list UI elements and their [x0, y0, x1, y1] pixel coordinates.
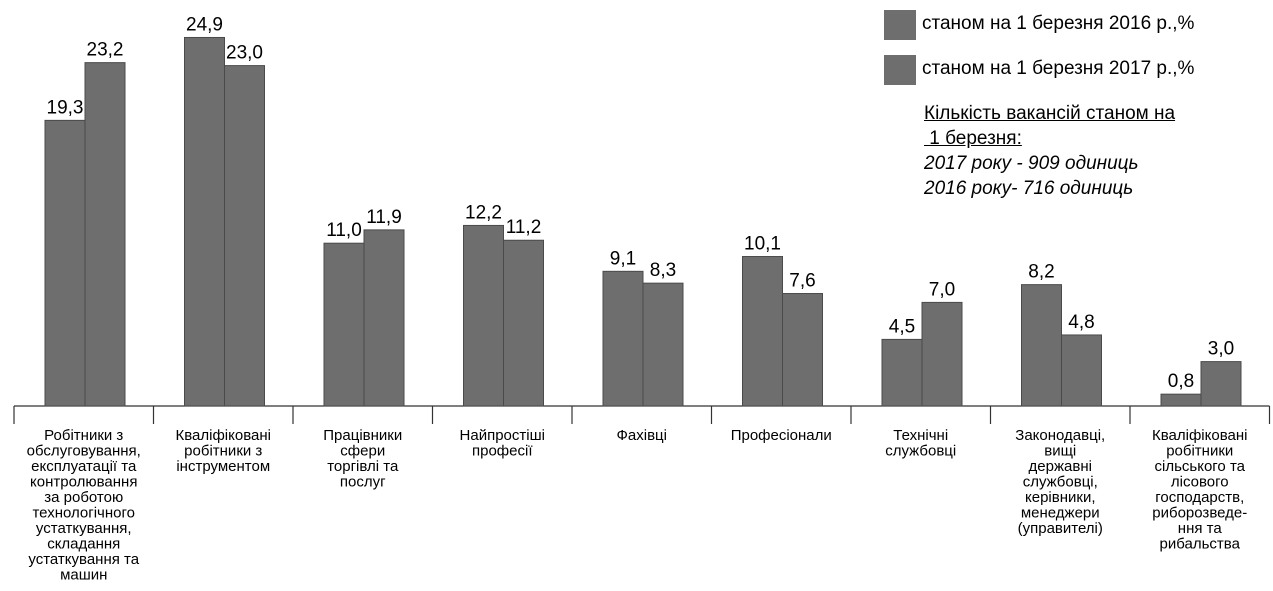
category-label: Кваліфіковані робітники з інструментом	[176, 427, 271, 475]
data-label-2016: 4,5	[889, 316, 915, 337]
vacancies-note-2017: 2017 року - 909 одиниць	[924, 153, 1139, 174]
vacancies-note-title-1: Кількість вакансій станом на	[924, 103, 1176, 124]
bar-2016	[1160, 393, 1202, 407]
bar-2016	[323, 242, 365, 407]
category-label: Технічні службовці	[885, 427, 956, 460]
bar-2016	[602, 270, 644, 407]
data-label-2017: 11,9	[366, 207, 402, 228]
data-label-2017: 4,8	[1068, 312, 1094, 333]
legend-swatch-2016	[884, 10, 916, 40]
data-label-2016: 24,9	[186, 14, 223, 35]
category-label: Найпростіші професії	[460, 427, 545, 460]
bar-2017	[642, 282, 684, 407]
category-label: Робітники з обслуговування, експлуатації т…	[27, 427, 141, 584]
category-label: Працівники сфери торгівлі та послуг	[323, 427, 402, 491]
bar-2016	[184, 36, 225, 407]
bar-2017	[224, 65, 265, 407]
data-label-2016: 9,1	[610, 248, 636, 269]
bar-2016	[463, 224, 504, 407]
data-label-2016: 8,2	[1028, 262, 1054, 283]
bar-2016	[881, 338, 923, 407]
data-label-2016: 10,1	[744, 234, 781, 255]
data-label-2017: 23,0	[226, 43, 263, 64]
data-label-2017: 7,6	[789, 271, 815, 292]
bar-2016	[742, 256, 783, 407]
bar-2017	[503, 239, 544, 407]
data-label-2017: 8,3	[650, 260, 676, 281]
bar-2017	[1061, 334, 1102, 407]
legend-label-2016: станом на 1 березня 2016 р.,%	[922, 13, 1195, 34]
data-label-2017: 23,2	[87, 40, 124, 61]
legend-label-2017: станом на 1 березня 2017 р.,%	[922, 58, 1195, 79]
bar-2017	[921, 301, 963, 407]
category-label: Законодавці, вищі державні службовці, керівн…	[1015, 427, 1105, 537]
bar-2016	[1021, 284, 1062, 407]
data-label-2016: 11,0	[326, 220, 362, 241]
vacancies-note-2016: 2016 року- 716 одиниць	[924, 178, 1134, 199]
vacancies-note-title-2: 1 березня:	[924, 128, 1022, 149]
data-label-2017: 3,0	[1208, 339, 1234, 360]
vacancies-note: Кількість вакансій станом на 1 березня: …	[924, 101, 1175, 201]
data-label-2016: 19,3	[47, 97, 84, 118]
bar-2017	[363, 229, 405, 407]
category-label: Кваліфіковані робітники сільського та лісов…	[1152, 427, 1247, 553]
bar-2017	[1200, 361, 1242, 407]
category-label: Фахівці	[617, 427, 667, 444]
bar-2017	[782, 293, 823, 407]
data-label-2017: 11,2	[506, 217, 542, 238]
bar-2016	[44, 119, 86, 407]
bar-2017	[84, 62, 126, 407]
data-label-2016: 12,2	[465, 202, 502, 223]
legend-swatch-2017	[884, 55, 916, 85]
data-label-2016: 0,8	[1168, 371, 1194, 392]
data-label-2017: 7,0	[929, 279, 955, 300]
category-label: Професіонали	[731, 427, 832, 444]
